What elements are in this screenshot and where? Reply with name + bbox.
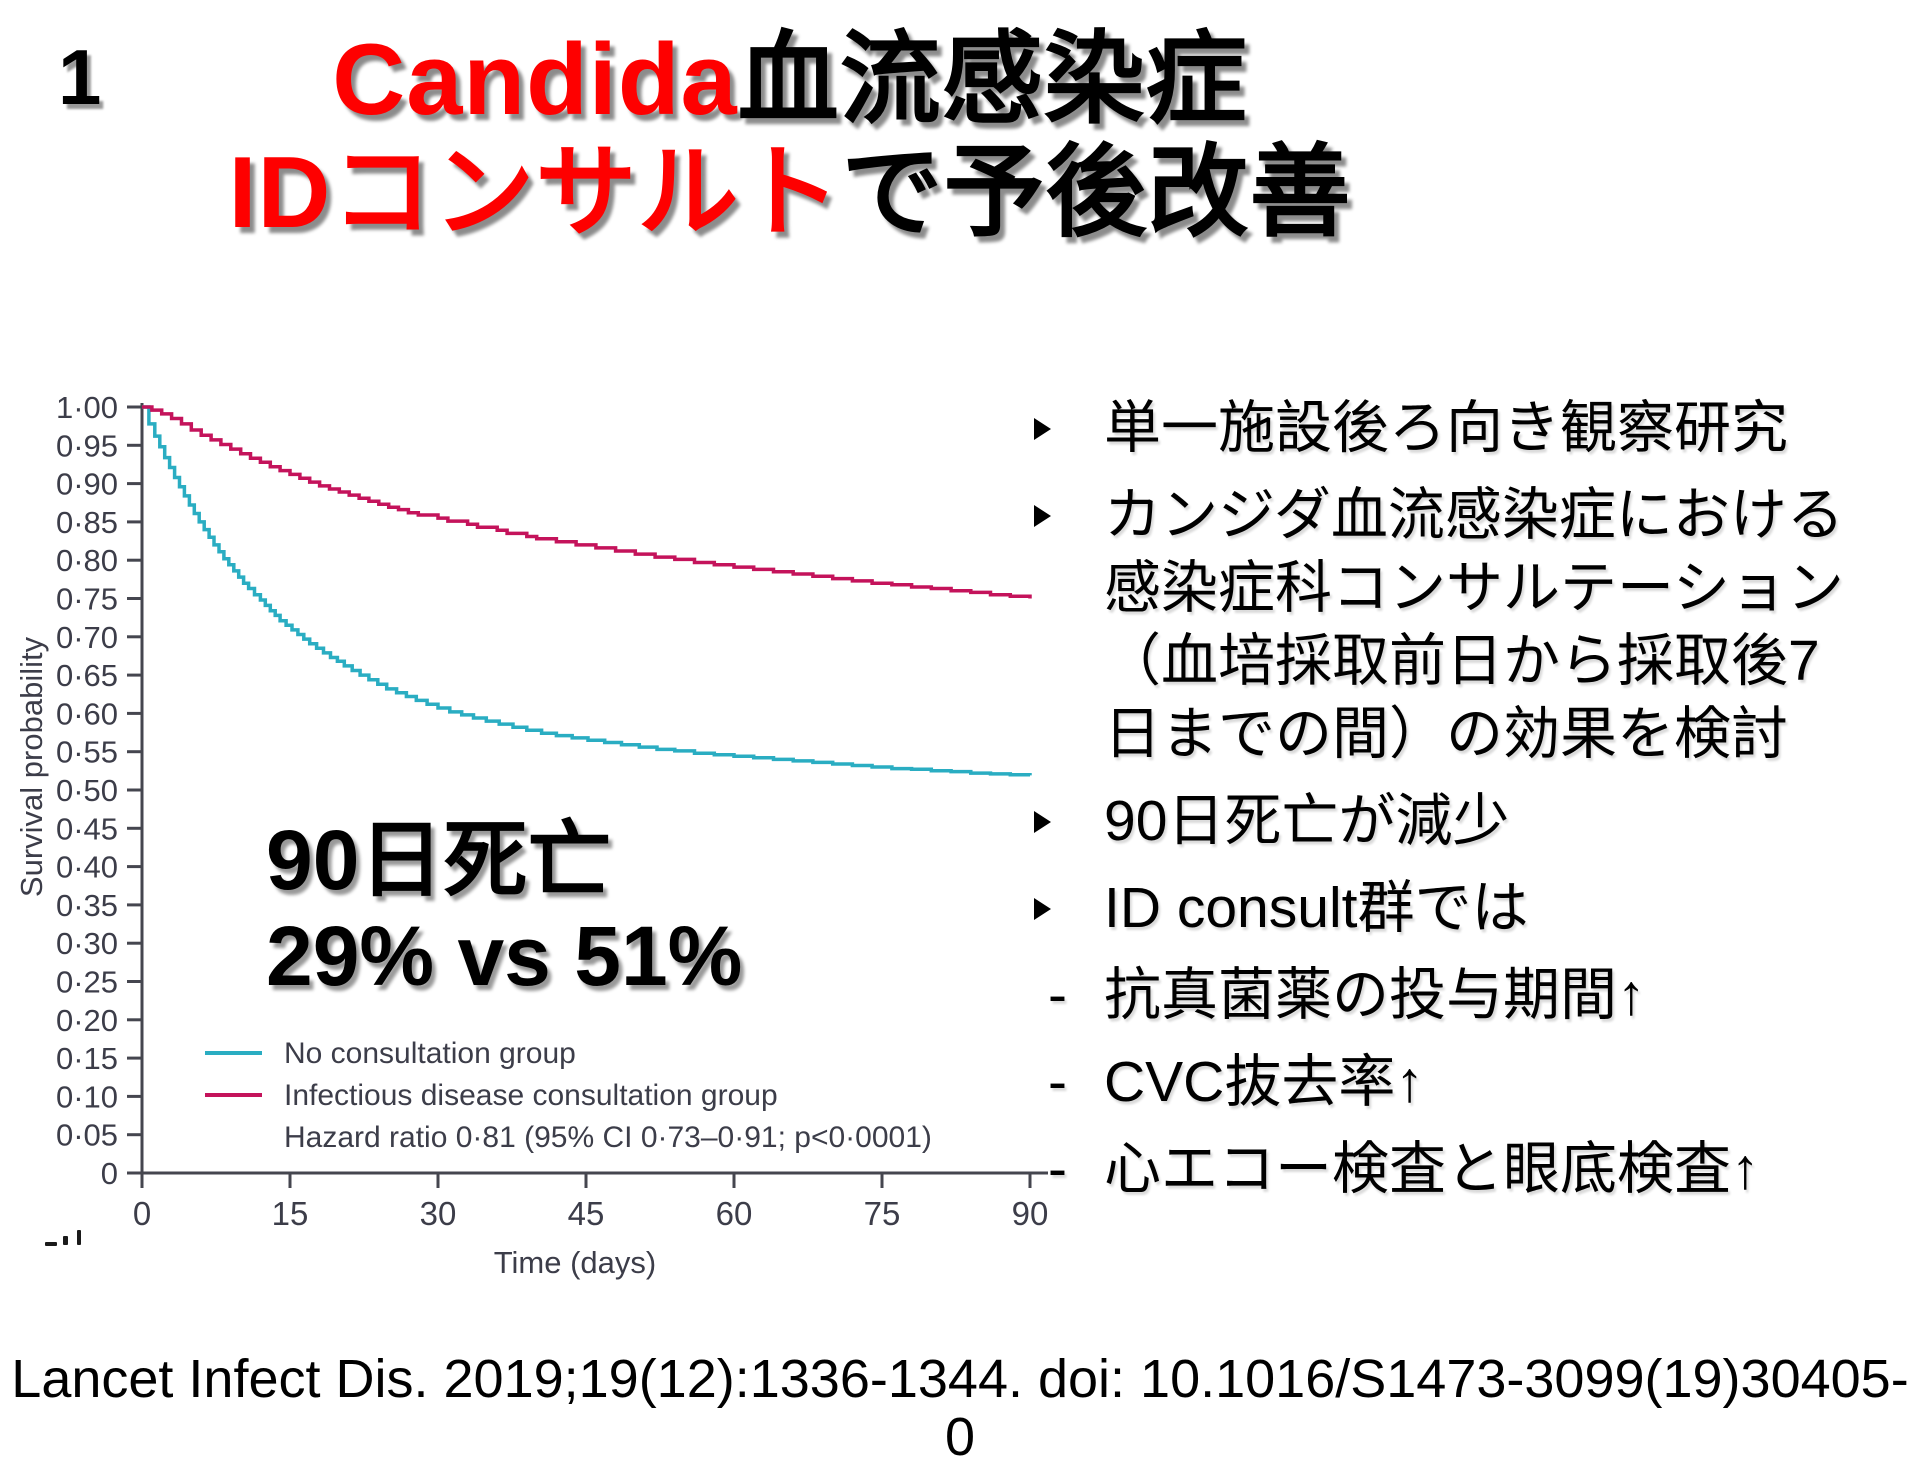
y-tick-label: 0·75	[56, 582, 118, 617]
dash-marker: -	[1028, 1046, 1104, 1119]
y-axis-title: Survival probability	[14, 636, 49, 897]
bullet-item: カンジダ血流感染症における 感染症科コンサルテーション （血培採取前日から採取後…	[1028, 479, 1920, 771]
mortality-annotation: 90日死亡 29% vs 51%	[266, 812, 742, 1004]
y-tick-label: 0·50	[56, 773, 118, 808]
bullet-text: 抗真菌薬の投与期間↑	[1104, 963, 1646, 1027]
kaplan-meier-figure: 0 0·05 0·10 0·15 0·20 0·25 0·30 0·35 0·40 0·45 0·5…	[0, 300, 1060, 1310]
dash-glyph: -	[1048, 963, 1067, 1027]
bullet-item: 90日死亡が減少	[1028, 785, 1920, 858]
x-tick-label: 30	[420, 1195, 457, 1232]
triangle-right-icon	[1034, 898, 1051, 920]
cropped-text-remnant	[77, 1230, 81, 1245]
x-tick-label: 60	[716, 1195, 753, 1232]
x-tick-label: 90	[1012, 1195, 1049, 1232]
slide-number: 1	[58, 33, 102, 121]
bullet-text: 単一施設後ろ向き観察研究	[1104, 396, 1788, 460]
y-tick-label: 0·90	[56, 467, 118, 502]
x-tick-label: 15	[272, 1195, 309, 1232]
y-tick-label: 0·70	[56, 620, 118, 655]
dash-marker: -	[1028, 959, 1104, 1032]
triangle-bullet-icon	[1028, 392, 1104, 440]
y-tick-label: 1·00	[56, 390, 118, 425]
bullet-item: ID consult群では	[1028, 872, 1920, 945]
survival-curve-no-consultation	[142, 405, 1032, 777]
y-tick-label: 0·60	[56, 696, 118, 731]
slide-title: Candida血流感染症 IDコンサルトで予後改善	[0, 24, 1580, 250]
x-tick-label: 45	[568, 1195, 605, 1232]
mortality-annotation-line2: 29% vs 51%	[266, 909, 743, 1003]
y-tick-label: 0·40	[56, 850, 118, 885]
y-tick-label: 0·25	[56, 965, 118, 1000]
triangle-right-icon	[1034, 505, 1051, 527]
y-tick-label: 0·85	[56, 505, 118, 540]
slide-title-line1-accent: Candida	[332, 24, 738, 136]
slide-title-line2-rest: で予後改善	[841, 137, 1352, 249]
slide-title-line2: IDコンサルトで予後改善	[0, 137, 1580, 250]
km-chart-svg: 00·050·100·150·200·250·300·350·400·450·5…	[14, 390, 1049, 1280]
triangle-right-icon	[1034, 418, 1051, 440]
mortality-annotation-line1: 90日死亡	[266, 813, 612, 907]
y-tick-label: 0·35	[56, 888, 118, 923]
triangle-right-icon	[1034, 811, 1051, 833]
triangle-bullet-icon	[1028, 479, 1104, 527]
y-tick-label: 0·55	[56, 735, 118, 770]
sub-item: - CVC抜去率↑	[1028, 1046, 1920, 1119]
y-tick-label: 0·80	[56, 543, 118, 578]
bullet-text: ID consult群では	[1104, 876, 1529, 940]
y-tick-label: 0·30	[56, 926, 118, 961]
triangle-bullet-icon	[1028, 785, 1104, 833]
survival-curve-id-consultation	[142, 405, 1032, 599]
bullet-item: 単一施設後ろ向き観察研究	[1028, 392, 1920, 465]
dash-glyph: -	[1048, 1137, 1067, 1201]
bullet-text: 90日死亡が減少	[1104, 789, 1510, 853]
dash-glyph: -	[1048, 1050, 1067, 1114]
x-tick-label: 0	[133, 1195, 151, 1232]
dash-marker: -	[1028, 1133, 1104, 1206]
legend-label: Infectious disease consultation group	[284, 1079, 778, 1112]
y-tick-label: 0·05	[56, 1118, 118, 1153]
triangle-bullet-icon	[1028, 872, 1104, 920]
cropped-text-remnant	[45, 1242, 57, 1246]
legend-label: No consultation group	[284, 1037, 576, 1070]
bullet-list: 単一施設後ろ向き観察研究カンジダ血流感染症における 感染症科コンサルテーション …	[1028, 392, 1920, 1220]
y-tick-label: 0·45	[56, 811, 118, 846]
slide-title-line1-rest: 血流感染症	[737, 24, 1248, 136]
bullet-text: カンジダ血流感染症における 感染症科コンサルテーション （血培採取前日から採取後…	[1104, 483, 1844, 766]
y-tick-label: 0·10	[56, 1079, 118, 1114]
slide-title-line1: Candida血流感染症	[0, 24, 1580, 137]
y-tick-label: 0·20	[56, 1003, 118, 1038]
legend-hazard-ratio-note: Hazard ratio 0·81 (95% CI 0·73–0·91; p<0…	[284, 1121, 932, 1154]
citation-text: Lancet Infect Dis. 2019;19(12):1336-1344…	[11, 1349, 1909, 1467]
y-tick-label: 0·95	[56, 428, 118, 463]
cropped-text-remnant	[63, 1236, 68, 1245]
y-tick-label: 0·65	[56, 658, 118, 693]
sub-item: - 心エコー検査と眼底検査↑	[1028, 1133, 1920, 1206]
y-tick-label: 0	[101, 1156, 118, 1191]
x-axis-title: Time (days)	[494, 1245, 656, 1280]
x-tick-label: 75	[864, 1195, 901, 1232]
bullet-text: 心エコー検査と眼底検査↑	[1104, 1137, 1760, 1201]
bullet-text: CVC抜去率↑	[1104, 1050, 1424, 1114]
y-tick-label: 0·15	[56, 1041, 118, 1076]
slide-title-line2-accent: IDコンサルト	[228, 137, 842, 249]
sub-item: - 抗真菌薬の投与期間↑	[1028, 959, 1920, 1032]
